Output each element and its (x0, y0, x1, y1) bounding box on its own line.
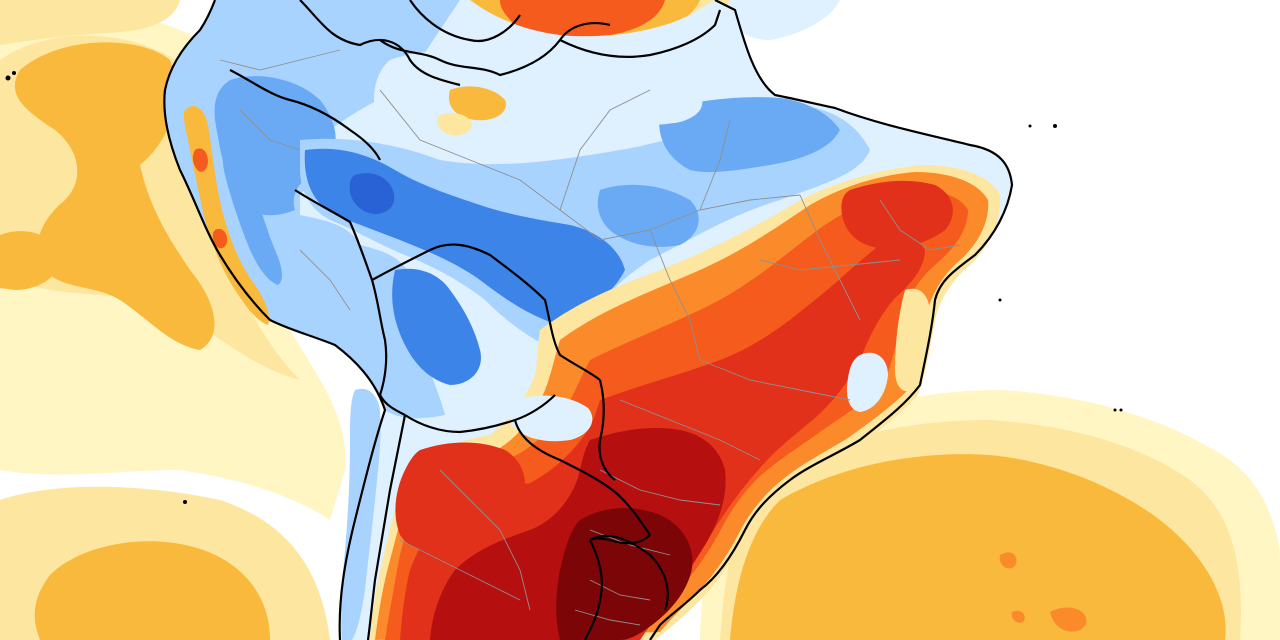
state-border (699, 119, 731, 211)
caribbean-red-zone (500, 0, 665, 37)
pacific-top-light-zone (0, 0, 180, 45)
orange-amazon-spot-2 (437, 113, 472, 136)
country-border-peru-brazil (294, 189, 374, 281)
country-border-venezuela-brazil (379, 22, 611, 77)
pacific-orange-blob-south (34, 541, 270, 640)
country-border-bolivia-brazil (371, 243, 601, 381)
state-border (299, 249, 351, 311)
andes-south-blue (341, 388, 381, 640)
island-dot (998, 298, 1002, 302)
country-border-paraguay-brazil (598, 379, 616, 481)
andes-red-dots (192, 148, 208, 172)
island-dot (1113, 408, 1117, 412)
blue-northeast-brazil (659, 97, 840, 173)
country-border-colombia-venezuela (299, 0, 461, 87)
island-dot (5, 75, 11, 81)
state-border (759, 259, 901, 271)
pacific-orange-blob-west (0, 231, 61, 290)
country-border-uruguay-brazil (589, 535, 669, 611)
island-dot (1028, 124, 1032, 128)
island-dot (1119, 408, 1123, 412)
state-border (399, 539, 521, 601)
country-border-chile-bolivia (379, 394, 406, 416)
state-border (699, 359, 851, 401)
state-border (599, 469, 721, 506)
national-borders (163, 0, 1014, 640)
country-border-brazil-argentina (589, 534, 651, 545)
state-border (219, 49, 341, 71)
blue-bolivia-deep (392, 268, 481, 385)
country-border-peru-bolivia (370, 279, 388, 396)
state-border (559, 89, 651, 211)
atlantic-orange-blob (730, 454, 1226, 640)
northern-cold-anomaly (164, 0, 870, 419)
islands (5, 71, 1123, 504)
andes-mixed-anomaly (183, 105, 381, 640)
blue-central-patch (597, 184, 699, 247)
cold-coast-patch (846, 352, 888, 412)
atlantic-orange-spot-2 (1050, 607, 1087, 632)
country-border-argentina-chile (366, 414, 407, 640)
blue-deep-patch (349, 173, 395, 215)
state-border (649, 229, 701, 361)
country-border-colombia-peru (229, 69, 381, 161)
coastline (409, 0, 521, 43)
pacific-anomaly-field (0, 0, 346, 640)
state-border (379, 89, 601, 241)
warm-coast-light (895, 288, 930, 392)
andes-red-dots-2 (212, 228, 228, 249)
state-border (239, 109, 301, 151)
country-border-argentina-uruguay (584, 539, 604, 640)
coastline (163, 0, 387, 640)
atlantic-light-north (720, 0, 840, 40)
warm-argentina-red (395, 442, 525, 552)
country-border-paraguay (513, 419, 651, 536)
paraguay-light-patch (508, 395, 593, 442)
state-border (619, 399, 761, 461)
warm-northeast-dark (841, 180, 953, 249)
orange-amazon-spot (448, 86, 506, 121)
island-dot (1053, 124, 1057, 128)
state-border (439, 469, 531, 611)
island-dot (183, 500, 187, 504)
country-border-guianas (559, 9, 722, 58)
white-central-patch (575, 69, 703, 125)
state-border (589, 529, 671, 556)
coastline (649, 0, 1014, 640)
state-border (574, 609, 641, 626)
state-border (589, 579, 651, 601)
state-border (799, 194, 861, 321)
andes-blue-strip (222, 148, 282, 285)
state-borders (219, 49, 961, 626)
southern-warm-anomaly (370, 165, 1001, 640)
island-dot (12, 71, 16, 75)
atlantic-orange-spot-3 (1011, 610, 1025, 623)
state-border (879, 199, 961, 251)
atlantic-orange-spot-1 (999, 552, 1017, 569)
country-border-bolivia-paraguay (404, 394, 556, 434)
